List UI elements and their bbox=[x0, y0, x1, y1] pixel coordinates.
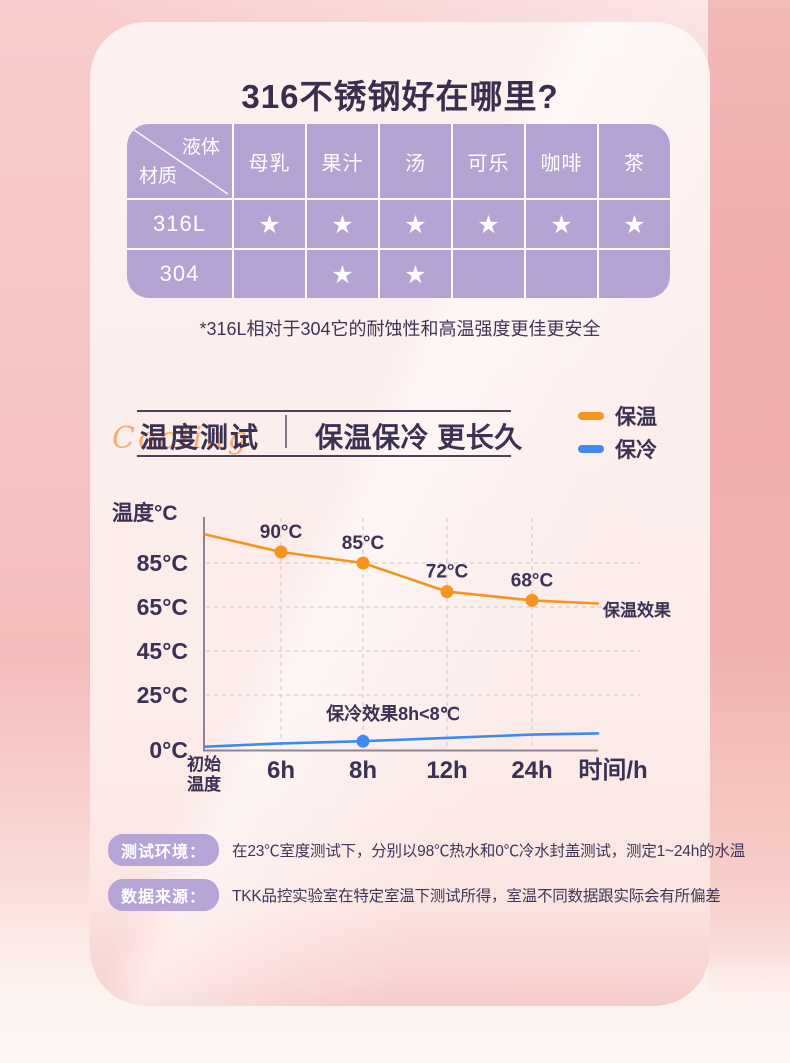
cold-series-annotation: 保冷效果8h<8℃ bbox=[326, 704, 460, 724]
header-rule-top bbox=[137, 410, 511, 412]
chart-legend: 保温 保冷 bbox=[578, 404, 657, 462]
note-row-data-source: 数据来源： TKK品控实验室在特定室温下测试所得，室温不同数据跟实际会有所偏差 bbox=[108, 879, 721, 911]
section-title-left: 温度测试 bbox=[140, 422, 261, 453]
x-tick-12h: 12h bbox=[426, 757, 468, 784]
x-tick-6h: 6h bbox=[266, 757, 295, 784]
y-axis-label: 温度°C bbox=[112, 502, 178, 525]
legend-swatch-cold bbox=[578, 445, 604, 453]
decorative-script-text: Cooling bbox=[112, 421, 250, 456]
note-badge: 测试环境： bbox=[108, 834, 220, 866]
star-rating-cell bbox=[234, 250, 305, 298]
star-rating-cell bbox=[526, 250, 597, 298]
page-title: 316不锈钢好在哪里? bbox=[241, 78, 559, 116]
note-row-test-environment: 测试环境： 在23℃室度测试下，分别以98℃热水和0℃冷水封盖测试，测定1~24… bbox=[108, 834, 745, 866]
material-comparison-table: 液体 材质 母乳 果汁 汤 可乐 咖啡 茶 316L ★ ★ ★ ★ ★ ★ 3… bbox=[127, 124, 670, 298]
header-rule-bottom bbox=[137, 455, 511, 457]
table-corner-cell: 液体 材质 bbox=[127, 124, 232, 198]
x-tick-24h: 24h bbox=[511, 757, 553, 784]
y-tick-0: 0°C bbox=[149, 737, 188, 763]
table-header-cell: 咖啡 bbox=[526, 124, 597, 198]
star-rating-cell bbox=[453, 250, 524, 298]
section-title-divider bbox=[285, 415, 287, 448]
y-tick-25: 25°C bbox=[136, 682, 188, 708]
section-title-right: 保温保冷 更长久 bbox=[315, 422, 523, 453]
star-rating-cell bbox=[599, 250, 670, 298]
corner-diagonal-line bbox=[130, 127, 229, 195]
star-rating-cell: ★ bbox=[380, 200, 451, 248]
y-tick-45: 45°C bbox=[136, 638, 188, 664]
star-rating-cell: ★ bbox=[453, 200, 524, 248]
y-tick-65: 65°C bbox=[136, 594, 188, 620]
note-text: TKK品控实验室在特定室温下测试所得，室温不同数据跟实际会有所偏差 bbox=[232, 888, 721, 905]
star-rating-cell: ★ bbox=[307, 250, 378, 298]
note-badge: 数据来源： bbox=[108, 879, 220, 911]
table-header-cell: 茶 bbox=[599, 124, 670, 198]
star-rating-cell: ★ bbox=[380, 250, 451, 298]
table-header-cell: 果汁 bbox=[307, 124, 378, 198]
star-rating-cell: ★ bbox=[307, 200, 378, 248]
table-header-cell: 母乳 bbox=[234, 124, 305, 198]
star-rating-cell: ★ bbox=[526, 200, 597, 248]
corner-label-liquid: 液体 bbox=[181, 137, 220, 158]
note-text: 在23℃室度测试下，分别以98℃热水和0℃冷水封盖测试，测定1~24h的水温 bbox=[232, 843, 746, 860]
table-material-cell: 304 bbox=[127, 250, 232, 298]
warm-series-end-label: 保温效果 bbox=[603, 601, 671, 620]
x-tick-initial: 初始 温度 bbox=[187, 755, 221, 794]
star-rating-cell: ★ bbox=[234, 200, 305, 248]
table-header-cell: 可乐 bbox=[453, 124, 524, 198]
star-rating-cell: ★ bbox=[599, 200, 670, 248]
table-material-cell: 316L bbox=[127, 200, 232, 248]
x-tick-8h: 8h bbox=[348, 757, 377, 784]
table-header-cell: 汤 bbox=[380, 124, 451, 198]
legend-item-warm: 保温 bbox=[578, 404, 657, 429]
table-footnote: *316L相对于304它的耐蚀性和高温强度更佳更安全 bbox=[199, 319, 601, 339]
corner-label-material: 材质 bbox=[139, 166, 178, 187]
legend-swatch-warm bbox=[578, 412, 604, 420]
y-tick-85: 85°C bbox=[136, 550, 188, 576]
legend-item-cold: 保冷 bbox=[578, 437, 657, 462]
legend-label-warm: 保温 bbox=[615, 406, 657, 429]
legend-label-cold: 保冷 bbox=[615, 439, 657, 462]
x-axis-label: 时间/h bbox=[578, 757, 648, 784]
